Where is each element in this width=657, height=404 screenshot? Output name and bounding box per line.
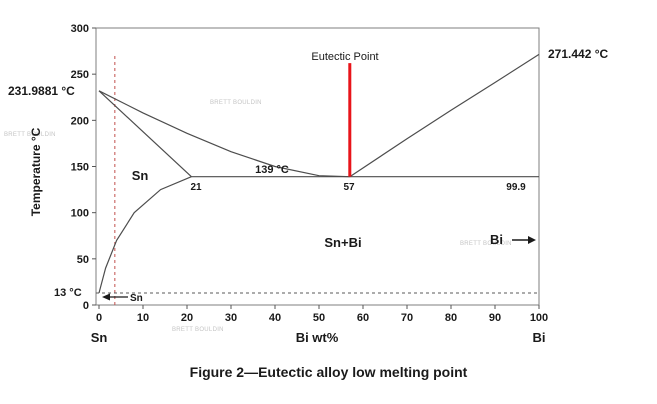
x-tick-label: 60 — [357, 312, 369, 324]
x-tick-label: 50 — [313, 312, 325, 324]
x-tick-label: 70 — [401, 312, 413, 324]
y-tick-label: 300 — [71, 23, 89, 35]
phase-boundary-line — [98, 90, 192, 178]
y-tick-label: 200 — [71, 115, 89, 127]
plot-frame — [95, 27, 540, 306]
y-tick-label: 250 — [71, 69, 89, 81]
phase-boundaries — [98, 53, 540, 294]
y-axis-ticks: 0 50 100 150 200 250 300 — [71, 23, 96, 312]
phase-boundary-line — [98, 90, 350, 178]
figure-caption: Figure 2—Eutectic alloy low melting poin… — [189, 364, 468, 380]
x-tick-label: 10 — [137, 312, 149, 324]
phase-diagram: 0 50 100 150 200 250 300 0 10 20 30 40 50 60 70 80 90 10… — [4, 23, 609, 345]
watermark: BRETT BOULDIN — [460, 241, 512, 247]
phase-boundary-line — [98, 176, 192, 294]
x-axis-ticks: 0 10 20 30 40 50 60 70 80 90 100 — [96, 305, 548, 324]
sn-arrow-label: Sn — [130, 293, 143, 304]
bi-melting-label: 271.442 °C — [548, 47, 609, 61]
x-axis-sn-end-label: Sn — [91, 330, 108, 345]
phase-boundary-line — [349, 53, 540, 178]
composition-21-label: 21 — [190, 182, 202, 193]
bi-arrow-head — [528, 236, 536, 244]
y-tick-label: 150 — [71, 162, 89, 174]
composition-57-label: 57 — [343, 182, 355, 193]
x-tick-label: 80 — [445, 312, 457, 324]
watermark: BRETT BOULDIN — [4, 132, 56, 138]
watermark: BRETT BOULDIN — [172, 327, 224, 333]
eutectic-temp-label: 139 °C — [255, 164, 289, 176]
bi-arrow-label: Bi — [490, 232, 503, 247]
x-tick-label: 100 — [530, 312, 548, 324]
x-axis-bi-end-label: Bi — [533, 330, 546, 345]
sn-arrow-head — [102, 293, 110, 301]
y-tick-label: 100 — [71, 208, 89, 220]
x-tick-label: 40 — [269, 312, 281, 324]
y-axis-title: Temperature °C — [29, 127, 43, 216]
x-tick-label: 90 — [489, 312, 501, 324]
sn-melting-label: 231.9881 °C — [8, 84, 75, 98]
region-sn-label: Sn — [132, 168, 149, 183]
eutectic-point-label: Eutectic Point — [311, 51, 378, 63]
x-tick-label: 20 — [181, 312, 193, 324]
y-tick-label: 0 — [83, 300, 89, 312]
low-temp-label: 13 °C — [54, 287, 82, 299]
y-tick-label: 50 — [77, 254, 89, 266]
x-tick-label: 30 — [225, 312, 237, 324]
region-sn-bi-label: Sn+Bi — [324, 235, 361, 250]
x-tick-label: 0 — [96, 312, 102, 324]
watermark: BRETT BOULDIN — [210, 100, 262, 106]
composition-99-label: 99.9 — [506, 182, 526, 193]
x-axis-title: Bi wt% — [296, 330, 339, 345]
